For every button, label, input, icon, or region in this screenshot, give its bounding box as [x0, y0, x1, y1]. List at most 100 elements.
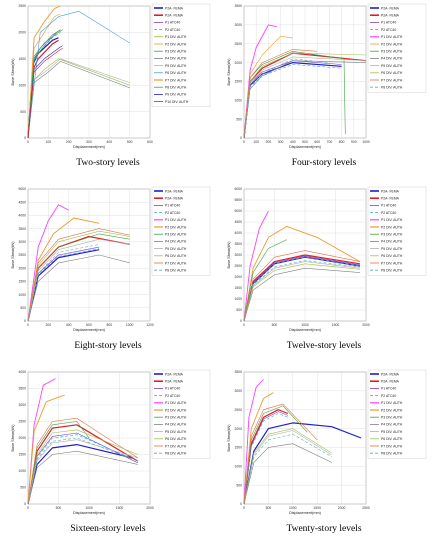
- y-tick-label: 4500: [234, 220, 242, 224]
- series-line: [27, 228, 130, 322]
- y-tick-label: 1500: [234, 446, 242, 450]
- y-tick-label: 1500: [234, 286, 242, 290]
- series-line: [243, 239, 287, 322]
- legend-label: P3 DIV. AUTH: [165, 233, 187, 237]
- legend-label: P2A- FEMA: [165, 14, 184, 18]
- x-tick-label: 500: [56, 506, 62, 510]
- chart-panel-four-story: 0 500 1000 1500 2000 2500 3000 3500 0 100 200 300 40…: [216, 0, 432, 183]
- x-axis-label: Displacement(mm): [289, 328, 322, 332]
- y-tick-label: 2000: [234, 275, 242, 279]
- y-tick-label: 6000: [234, 187, 242, 191]
- x-tick-label: 2500: [362, 506, 370, 510]
- series-line: [27, 47, 63, 139]
- chart-caption: Twenty-story levels: [286, 524, 362, 534]
- y-tick-label: 2500: [234, 264, 242, 268]
- series-line: [243, 403, 318, 505]
- y-tick-label: 2000: [234, 61, 242, 65]
- y-tick-label: 3500: [234, 4, 242, 8]
- x-tick-label: 2000: [146, 506, 154, 510]
- x-tick-label: 2000: [362, 323, 370, 327]
- legend-label: P2 ATC40: [165, 28, 180, 32]
- x-tick-label: 0: [243, 140, 245, 144]
- legend-label: P1 DIV. AUTH: [381, 218, 403, 222]
- legend-label: P2A- FEMA: [381, 197, 400, 201]
- series-line: [243, 225, 361, 322]
- y-tick-label: 2000: [18, 436, 26, 440]
- series-line: [243, 49, 318, 139]
- chart-panel-twenty-story: 0 500 1000 1500 2000 2500 3000 3500 0 500 1000 1500…: [216, 366, 432, 549]
- series-line: [27, 437, 138, 505]
- chart-caption: Eight-story levels: [74, 341, 142, 351]
- x-tick-label: 500: [127, 140, 133, 144]
- series-line: [27, 5, 61, 139]
- y-axis-label: Base Shear(kN): [227, 58, 231, 86]
- series-line: [243, 58, 330, 139]
- y-tick-label: 0: [24, 319, 26, 323]
- series-line: [243, 379, 264, 505]
- x-tick-label: 2000: [338, 506, 346, 510]
- legend-label: P4 DIV. AUTH: [165, 57, 187, 61]
- series-line: [27, 421, 90, 505]
- chart-panel-sixteen-story: 0 500 1000 1500 2000 2500 3000 3500 4000 0 500 1000…: [0, 366, 216, 549]
- legend-label: P2 ATC40: [381, 394, 396, 398]
- series-line: [243, 413, 289, 505]
- x-tick-label: 800: [339, 140, 345, 144]
- y-tick-label: 500: [236, 483, 242, 487]
- series-line: [27, 248, 100, 322]
- x-tick-label: 400: [290, 140, 296, 144]
- y-tick-label: 4000: [234, 231, 242, 235]
- x-tick-label: 1000: [301, 323, 309, 327]
- legend-label: P4 DIV. AUTH: [381, 57, 403, 61]
- y-tick-label: 1000: [18, 293, 26, 297]
- chart-svg: 0 500 1000 1500 2000 2500 3000 3500 4000 0 500 1000…: [11, 369, 211, 515]
- legend-label: P1 ATC40: [381, 204, 396, 208]
- y-tick-label: 4500: [18, 200, 26, 204]
- legend-label: P1 ATC40: [165, 204, 180, 208]
- legend-label: P6 DIV. AUTH: [381, 254, 403, 258]
- x-tick-label: 1500: [332, 323, 340, 327]
- legend-label: P4 DIV. AUTH: [381, 240, 403, 244]
- legend-label: P8 DIV. AUTH: [381, 269, 403, 273]
- legend-label: P2A- FEMA: [165, 197, 184, 201]
- legend-box: [151, 186, 211, 276]
- y-tick-label: 2500: [18, 4, 26, 8]
- legend-label: P6 DIV. AUTH: [381, 71, 403, 75]
- y-tick-label: 1000: [234, 297, 242, 301]
- legend-label: P4 DIV. AUTH: [381, 423, 403, 427]
- y-tick-label: 3000: [234, 23, 242, 27]
- chart-svg: 0 500 1000 1500 2000 2500 3000 3500 0 500 1000 1500…: [227, 369, 427, 515]
- legend-label: P3 DIV. AUTH: [381, 416, 403, 420]
- legend-label: P2 ATC40: [381, 211, 396, 215]
- series-line: [27, 417, 138, 505]
- legend-label: P6 DIV. AUTH: [165, 437, 187, 441]
- x-tick-label: 600: [314, 140, 320, 144]
- x-tick-label: 1000: [126, 323, 134, 327]
- y-tick-label: 2500: [18, 420, 26, 424]
- chart-panel-two-story: 0 500 1000 1500 2000 2500 0 100 200 300 400 500 600 D…: [0, 0, 216, 183]
- x-tick-label: 500: [272, 323, 278, 327]
- legend-label: P1 DIV. AUTH: [165, 35, 187, 39]
- x-tick-label: 500: [266, 506, 272, 510]
- legend-label: P7 DIV. AUTH: [165, 78, 187, 82]
- y-tick-label: 2500: [234, 408, 242, 412]
- x-tick-label: 0: [27, 506, 29, 510]
- series-line: [243, 443, 332, 505]
- legend-label: P2A- FEMA: [381, 380, 400, 384]
- x-tick-label: 100: [45, 140, 51, 144]
- legend-label: P7 DIV. AUTH: [381, 261, 403, 265]
- y-tick-label: 3000: [18, 403, 26, 407]
- legend-label: P3 DIV. AUTH: [165, 416, 187, 420]
- series-line: [27, 429, 138, 505]
- legend-box: [367, 186, 427, 276]
- y-tick-label: 500: [20, 306, 26, 310]
- legend-label: P1 ATC40: [381, 387, 396, 391]
- series-line: [243, 267, 360, 322]
- y-axis-label: Base Shear(kN): [227, 241, 231, 269]
- y-tick-label: 1000: [234, 464, 242, 468]
- y-tick-label: 1000: [18, 83, 26, 87]
- legend-label: P9 DIV. AUTH: [165, 93, 187, 97]
- series-line: [27, 238, 130, 322]
- legend-label: P2A- FEMA: [381, 6, 400, 10]
- y-tick-label: 1500: [234, 80, 242, 84]
- legend-label: P3 DIV. AUTH: [165, 50, 187, 54]
